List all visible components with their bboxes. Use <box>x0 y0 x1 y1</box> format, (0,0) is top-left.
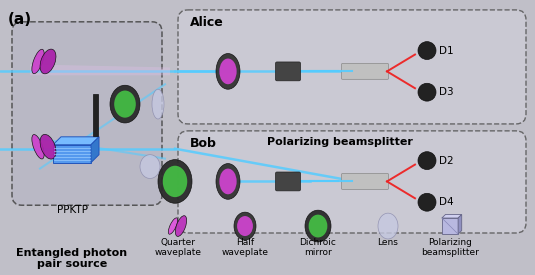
Text: Bob: Bob <box>190 137 217 150</box>
Text: PPKTP: PPKTP <box>57 205 88 215</box>
FancyBboxPatch shape <box>276 172 301 191</box>
Ellipse shape <box>309 214 327 238</box>
Polygon shape <box>442 218 458 234</box>
FancyBboxPatch shape <box>178 10 526 124</box>
Polygon shape <box>53 137 99 145</box>
Text: Dichroic
mirror: Dichroic mirror <box>300 238 337 257</box>
Ellipse shape <box>175 216 187 236</box>
Circle shape <box>418 152 436 170</box>
FancyBboxPatch shape <box>341 174 388 189</box>
Text: Polarizing
beamsplitter: Polarizing beamsplitter <box>421 238 479 257</box>
Circle shape <box>418 193 436 211</box>
Text: Half
waveplate: Half waveplate <box>221 238 269 257</box>
Text: D1: D1 <box>439 46 454 56</box>
Ellipse shape <box>32 49 44 74</box>
Ellipse shape <box>32 134 44 159</box>
Ellipse shape <box>110 85 140 123</box>
FancyBboxPatch shape <box>12 22 162 205</box>
Ellipse shape <box>234 212 256 240</box>
FancyBboxPatch shape <box>341 64 388 79</box>
Ellipse shape <box>305 210 331 242</box>
Ellipse shape <box>114 90 136 118</box>
Ellipse shape <box>216 164 240 199</box>
Polygon shape <box>91 137 99 163</box>
Ellipse shape <box>40 134 56 159</box>
Polygon shape <box>442 214 462 218</box>
Ellipse shape <box>216 54 240 89</box>
Ellipse shape <box>237 216 253 236</box>
Text: Entangled photon
pair source: Entangled photon pair source <box>17 248 127 270</box>
Text: Alice: Alice <box>190 16 224 29</box>
Ellipse shape <box>40 49 56 74</box>
FancyBboxPatch shape <box>178 131 526 233</box>
Ellipse shape <box>378 213 398 239</box>
Ellipse shape <box>140 155 160 178</box>
Polygon shape <box>458 214 462 234</box>
Ellipse shape <box>169 218 178 234</box>
Text: D4: D4 <box>439 197 454 207</box>
Circle shape <box>418 42 436 59</box>
Text: Lens: Lens <box>378 238 399 247</box>
Polygon shape <box>30 64 170 75</box>
Text: D3: D3 <box>439 87 454 97</box>
Text: D2: D2 <box>439 156 454 166</box>
Circle shape <box>418 83 436 101</box>
Text: (a): (a) <box>8 12 32 27</box>
Ellipse shape <box>152 89 164 119</box>
Ellipse shape <box>219 169 236 194</box>
Text: Polarizing beamsplitter: Polarizing beamsplitter <box>267 137 413 147</box>
FancyBboxPatch shape <box>93 94 98 136</box>
Ellipse shape <box>158 160 192 203</box>
Polygon shape <box>53 145 91 163</box>
Text: Quarter
waveplate: Quarter waveplate <box>155 238 202 257</box>
Ellipse shape <box>163 166 187 197</box>
FancyBboxPatch shape <box>276 62 301 81</box>
Ellipse shape <box>219 59 236 84</box>
